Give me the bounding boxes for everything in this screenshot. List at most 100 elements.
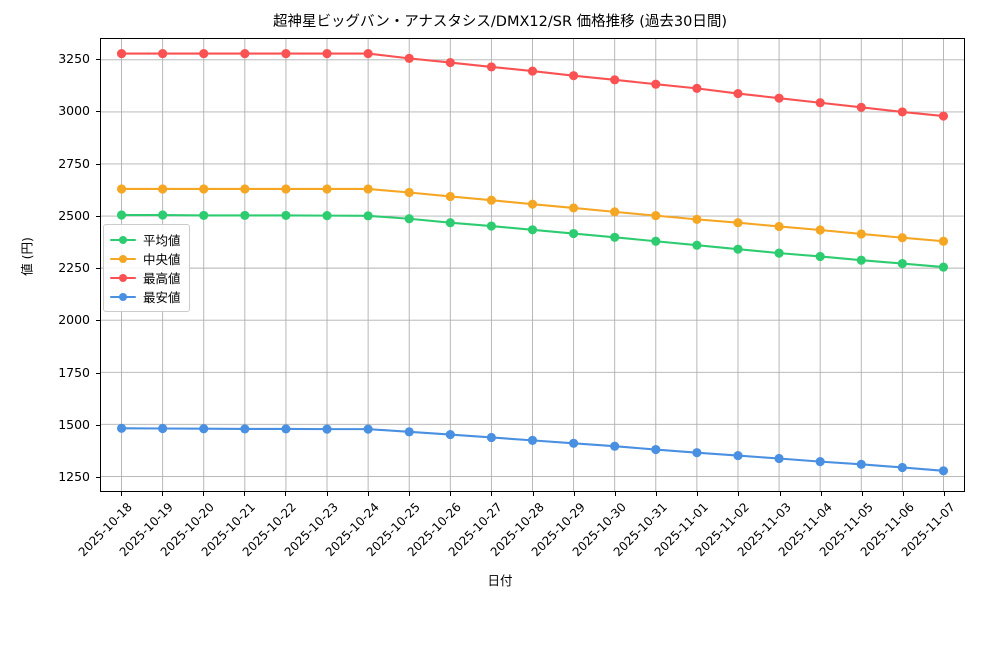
data-point xyxy=(322,49,332,59)
data-point xyxy=(774,221,784,232)
y-tick-label: 2000 xyxy=(58,312,90,328)
data-point xyxy=(404,53,414,63)
data-point xyxy=(692,448,702,458)
data-point xyxy=(363,184,373,194)
x-tick-mark xyxy=(326,492,328,496)
y-tick-label: 2250 xyxy=(58,260,90,276)
data-point xyxy=(569,228,579,239)
data-point xyxy=(897,462,907,473)
data-point xyxy=(322,424,332,434)
data-point xyxy=(363,424,373,434)
data-point xyxy=(569,203,579,213)
data-point xyxy=(815,225,825,235)
data-point xyxy=(692,214,702,224)
chart-figure: 超神星ビッグバン・アナスタシス/DMX12/SR 価格推移 (過去30日間) 値… xyxy=(19,14,965,588)
data-point xyxy=(569,71,579,81)
y-tick-mark xyxy=(96,111,100,113)
y-tick-mark xyxy=(96,477,100,479)
y-tick-label: 1250 xyxy=(58,469,90,485)
data-point xyxy=(199,424,209,434)
y-tick-mark xyxy=(96,163,100,165)
data-point xyxy=(692,83,702,93)
data-point xyxy=(527,199,538,209)
data-point xyxy=(651,79,661,89)
data-point xyxy=(116,184,127,194)
data-point xyxy=(158,184,168,194)
y-tick-mark xyxy=(96,372,100,374)
data-point xyxy=(610,232,620,242)
y-tick-label: 3000 xyxy=(58,103,90,119)
data-point xyxy=(240,424,250,434)
data-point xyxy=(404,427,414,437)
x-axis-label: 日付 xyxy=(487,573,513,588)
data-point xyxy=(116,210,127,220)
data-point xyxy=(651,236,661,246)
y-tick-label: 1750 xyxy=(58,364,90,380)
data-point xyxy=(815,457,825,467)
data-point xyxy=(281,49,291,59)
legend-item-3[interactable]: 最安値 xyxy=(110,287,181,306)
data-point xyxy=(733,451,743,461)
data-point xyxy=(938,236,949,246)
legend-label: 最安値 xyxy=(143,290,181,305)
data-point xyxy=(856,255,866,265)
x-tick-mark xyxy=(285,492,287,496)
legend-label: 最高値 xyxy=(143,271,181,286)
legend-item-1[interactable]: 中央値 xyxy=(110,249,181,268)
data-point xyxy=(856,229,866,239)
legend-item-2[interactable]: 最高値 xyxy=(110,268,181,287)
data-point xyxy=(815,251,825,262)
data-point xyxy=(897,258,907,269)
y-tick-mark xyxy=(96,268,100,270)
data-point xyxy=(158,49,168,59)
data-point xyxy=(281,184,291,194)
chart-legend[interactable]: 平均値 中央値最高値最安値 xyxy=(103,224,190,312)
data-point xyxy=(938,466,949,476)
x-tick-mark xyxy=(532,492,534,496)
y-tick-label: 1500 xyxy=(58,417,90,433)
data-point xyxy=(733,88,743,99)
data-point xyxy=(527,225,538,235)
y-tick-label: 2750 xyxy=(58,155,90,171)
plot-area xyxy=(100,38,965,492)
data-point xyxy=(445,191,455,202)
data-point xyxy=(445,429,455,440)
data-point xyxy=(692,240,702,250)
data-point xyxy=(610,441,620,451)
series-lines xyxy=(116,49,949,476)
data-point xyxy=(486,432,496,443)
data-point xyxy=(240,49,250,59)
data-point xyxy=(856,459,866,469)
data-point xyxy=(938,111,949,121)
data-point xyxy=(774,453,784,464)
data-point xyxy=(199,184,209,194)
legend-item-0[interactable]: 平均値 xyxy=(110,230,181,249)
data-point xyxy=(404,187,414,198)
data-point xyxy=(897,233,907,243)
data-point xyxy=(486,221,496,231)
x-tick-mark xyxy=(738,492,740,496)
x-tick-mark xyxy=(697,492,699,496)
y-tick-mark xyxy=(96,320,100,322)
data-point xyxy=(774,93,784,103)
data-point xyxy=(733,244,743,254)
data-point xyxy=(445,218,455,228)
x-tick-mark xyxy=(491,492,493,496)
legend-swatch-icon xyxy=(110,252,136,266)
x-tick-mark xyxy=(244,492,246,496)
x-tick-mark xyxy=(161,492,163,496)
x-tick-mark xyxy=(202,492,204,496)
grid-lines xyxy=(101,39,964,491)
y-tick-mark xyxy=(96,425,100,427)
legend-swatch-icon xyxy=(110,233,136,247)
data-point xyxy=(322,211,332,221)
data-point xyxy=(199,49,209,59)
x-tick-mark xyxy=(656,492,658,496)
data-point xyxy=(199,210,209,221)
data-point xyxy=(116,49,127,59)
x-tick-mark xyxy=(820,492,822,496)
x-tick-mark xyxy=(944,492,946,496)
data-point xyxy=(158,210,168,220)
data-point xyxy=(363,49,373,59)
x-tick-mark xyxy=(573,492,575,496)
